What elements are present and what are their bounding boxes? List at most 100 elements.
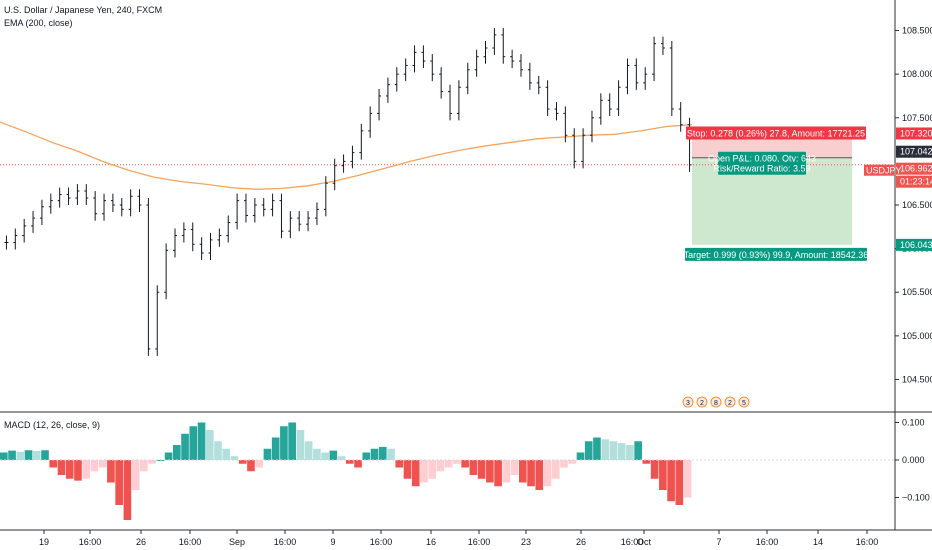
- macd-bar: [238, 460, 247, 464]
- ohlc-bar: [536, 75, 541, 95]
- macd-bar: [560, 460, 568, 468]
- price-tick-label: 108.000: [902, 69, 932, 79]
- entry-price-badge: 107.042: [900, 147, 932, 157]
- ohlc-bar: [394, 67, 399, 92]
- current-price-badge: 106.962: [900, 164, 932, 174]
- macd-bar: [329, 450, 338, 460]
- ohlc-bar: [306, 211, 311, 232]
- target-price-badge-bg: [896, 238, 932, 251]
- macd-bar: [32, 451, 41, 460]
- macd-bar: [263, 448, 272, 460]
- macd-bar: [486, 460, 494, 483]
- target-label-bg: [685, 247, 867, 261]
- ohlc-bar: [412, 45, 417, 73]
- entry-price-badge-bg: [896, 145, 932, 158]
- ohlc-bar: [660, 36, 665, 55]
- macd-bar: [296, 430, 305, 460]
- ohlc-bar: [181, 222, 186, 243]
- ohlc-bar: [643, 67, 648, 90]
- ohlc-bar: [492, 27, 497, 55]
- event-badge-label: 2: [700, 400, 704, 407]
- macd-bar: [140, 460, 148, 472]
- ohlc-bar: [208, 232, 213, 260]
- ohlc-bar: [510, 49, 515, 69]
- event-badge-label: 8: [714, 400, 718, 407]
- macd-bar: [551, 460, 560, 479]
- macd-bar: [411, 460, 420, 487]
- risk-reward-label-bg: [718, 161, 806, 175]
- ohlc-bar: [483, 41, 488, 64]
- ohlc-bar: [31, 211, 36, 233]
- ohlc-bar: [678, 102, 683, 132]
- macd-bar: [214, 441, 222, 460]
- macd-bar: [148, 460, 156, 464]
- time-label: 16:00: [370, 537, 393, 547]
- ohlc-bar: [359, 123, 364, 160]
- macd-bar: [123, 460, 132, 520]
- event-badge: [724, 396, 736, 408]
- ohlc-bar: [527, 62, 532, 90]
- macd-bar: [601, 439, 610, 460]
- ohlc-bar: [146, 198, 151, 356]
- macd-bar: [346, 460, 354, 464]
- macd-bar: [626, 445, 634, 460]
- ohlc-bar: [288, 211, 293, 239]
- macd-bar: [535, 460, 544, 490]
- time-label: 16:00: [621, 537, 644, 547]
- ohlc-bar: [190, 222, 195, 252]
- macd-bar: [65, 460, 74, 479]
- countdown-badge-bg: [896, 175, 932, 188]
- macd-bar: [189, 426, 198, 460]
- macd-bar: [0, 452, 8, 460]
- target-price-badge: 106.043: [900, 240, 932, 250]
- ohlc-bar: [235, 193, 240, 230]
- macd-tick-label: 0.000: [902, 455, 925, 465]
- macd-bar: [16, 451, 25, 460]
- macd-bar: [255, 460, 264, 468]
- macd-bar: [337, 456, 346, 460]
- ohlc-bar: [110, 193, 115, 212]
- time-label: 19: [39, 537, 49, 547]
- ema-legend: EMA (200, close): [4, 18, 73, 28]
- ohlc-bar: [252, 198, 257, 223]
- ohlc-bar: [501, 27, 506, 64]
- price-tick-label: 105.500: [902, 287, 932, 297]
- price-tick-label: 105.000: [902, 331, 932, 341]
- macd-bar: [683, 460, 692, 498]
- macd-bar: [617, 443, 626, 460]
- macd-bar: [477, 460, 486, 479]
- ohlc-bar: [377, 88, 382, 121]
- macd-bar: [403, 460, 412, 479]
- ohlc-bar: [314, 202, 319, 226]
- macd-bar: [222, 448, 231, 460]
- macd-bar: [288, 422, 296, 460]
- ohlc-bar: [581, 128, 586, 169]
- macd-bar: [370, 448, 379, 460]
- time-label: 26: [136, 537, 146, 547]
- ohlc-bar: [13, 228, 18, 250]
- macd-bar: [510, 460, 519, 475]
- macd-bar: [280, 426, 288, 460]
- macd-bar: [543, 460, 552, 487]
- ohlc-bar: [439, 67, 444, 99]
- macd-bar: [181, 433, 189, 460]
- ohlc-bar: [48, 193, 53, 214]
- price-tick-label: 107.500: [902, 113, 932, 123]
- macd-bar: [164, 452, 173, 460]
- time-label: 16:00: [468, 537, 491, 547]
- macd-bar: [494, 460, 502, 487]
- time-label: Sep: [229, 537, 245, 547]
- ohlc-bar: [687, 117, 692, 172]
- ohlc-bar: [519, 54, 523, 77]
- macd-bar: [378, 446, 387, 460]
- ohlc-bar: [350, 145, 355, 169]
- macd-bar: [609, 441, 618, 460]
- macd-bar: [98, 460, 107, 468]
- macd-bar: [131, 460, 140, 490]
- ohlc-bar: [164, 243, 169, 300]
- macd-bar: [271, 437, 280, 460]
- symbol-title: U.S. Dollar / Japanese Yen, 240, FXCM: [4, 5, 163, 15]
- ohlc-bar: [199, 237, 204, 260]
- ohlc-bar: [474, 49, 479, 77]
